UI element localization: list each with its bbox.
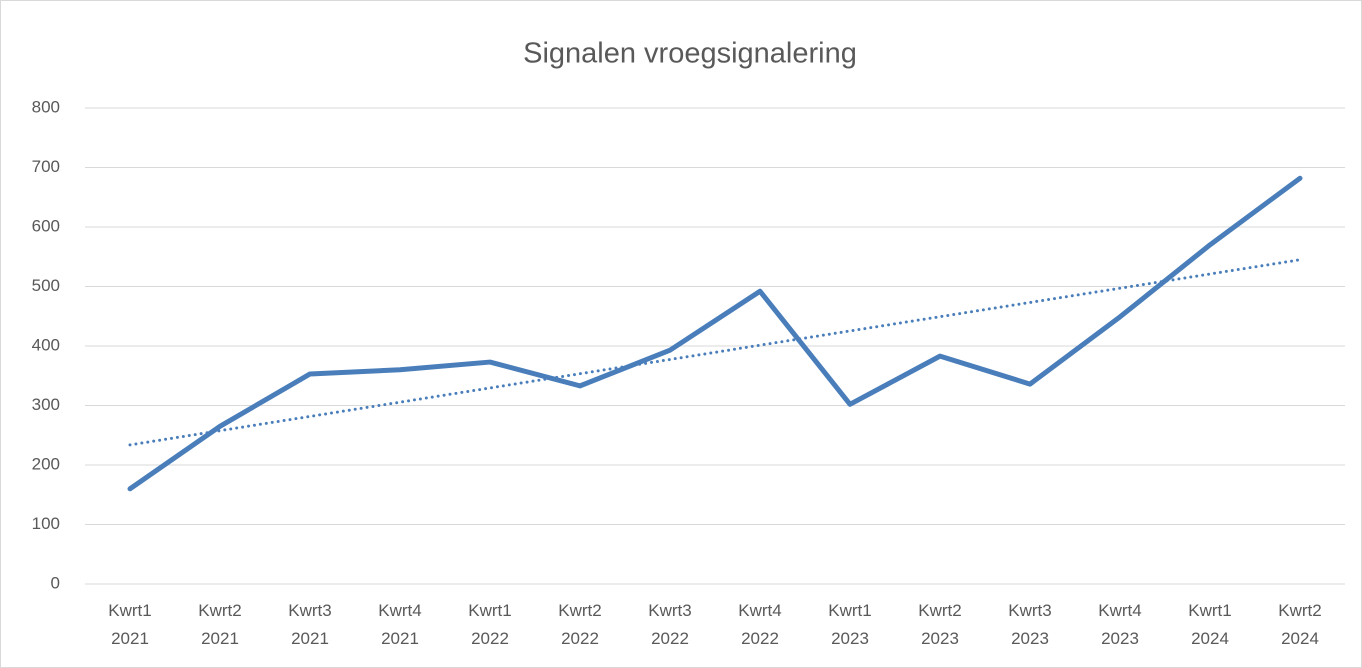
data-line: [127, 175, 1303, 492]
y-tick-label: 200: [32, 454, 60, 473]
x-tick-label: Kwrt4 2021: [378, 601, 421, 648]
y-tick-label: 500: [32, 276, 60, 295]
x-tick-label-line: 2021: [111, 629, 149, 648]
x-tick-label-line: 2022: [561, 629, 599, 648]
x-tick-label-line: 2024: [1191, 629, 1229, 648]
x-tick-label: Kwrt1 2024: [1188, 601, 1231, 648]
x-tick-label: Kwrt2 2022: [558, 601, 601, 648]
x-tick-label: Kwrt3 2021: [288, 601, 331, 648]
x-tick-label-line: 2022: [741, 629, 779, 648]
y-tick-label: 0: [51, 573, 60, 592]
y-tick-label: 700: [32, 157, 60, 176]
x-tick-label-line: 2023: [921, 629, 959, 648]
x-tick-label: Kwrt1 2021: [108, 601, 151, 648]
x-tick-label-line: Kwrt2: [918, 601, 961, 620]
x-tick-label-line: Kwrt2: [1278, 601, 1321, 620]
x-tick-label-line: 2023: [1011, 629, 1049, 648]
x-tick-label: Kwrt2 2023: [918, 601, 961, 648]
x-tick-label-line: Kwrt2: [198, 601, 241, 620]
x-tick-label: Kwrt4 2023: [1098, 601, 1141, 648]
x-tick-label-line: 2021: [381, 629, 419, 648]
x-tick-label-line: Kwrt4: [378, 601, 421, 620]
x-tick-label-line: 2023: [1101, 629, 1139, 648]
x-tick-label-line: Kwrt2: [558, 601, 601, 620]
x-tick-label: Kwrt3 2022: [648, 601, 691, 648]
x-tick-label: Kwrt2 2021: [198, 601, 241, 648]
x-tick-label: Kwrt2 2024: [1278, 601, 1321, 648]
x-tick-label-line: Kwrt3: [648, 601, 691, 620]
chart-title: Signalen vroegsignalering: [523, 38, 857, 70]
x-tick-label: Kwrt3 2023: [1008, 601, 1051, 648]
x-tick-label: Kwrt4 2022: [738, 601, 781, 648]
x-tick-label-line: 2021: [291, 629, 329, 648]
x-tick-label-line: 2023: [831, 629, 869, 648]
x-tick-label: Kwrt1 2023: [828, 601, 871, 648]
x-tick-label-line: 2021: [201, 629, 239, 648]
x-tick-label-line: Kwrt1: [468, 601, 511, 620]
x-tick-label-line: Kwrt1: [1188, 601, 1231, 620]
x-tick-label-line: 2022: [651, 629, 689, 648]
x-tick-label-line: 2024: [1281, 629, 1319, 648]
x-tick-label-line: Kwrt4: [738, 601, 781, 620]
y-tick-label: 100: [32, 514, 60, 533]
y-tick-label: 600: [32, 216, 60, 235]
x-tick-label-line: Kwrt4: [1098, 601, 1141, 620]
trendline: [128, 258, 1302, 447]
y-tick-label: 400: [32, 335, 60, 354]
y-tick-label: 800: [32, 97, 60, 116]
x-tick-label-line: Kwrt3: [1008, 601, 1051, 620]
x-tick-label: Kwrt1 2022: [468, 601, 511, 648]
x-tick-label-line: 2022: [471, 629, 509, 648]
x-tick-label-line: Kwrt1: [108, 601, 151, 620]
x-tick-label-line: Kwrt3: [288, 601, 331, 620]
x-tick-label-line: Kwrt1: [828, 601, 871, 620]
y-tick-label: 300: [32, 395, 60, 414]
